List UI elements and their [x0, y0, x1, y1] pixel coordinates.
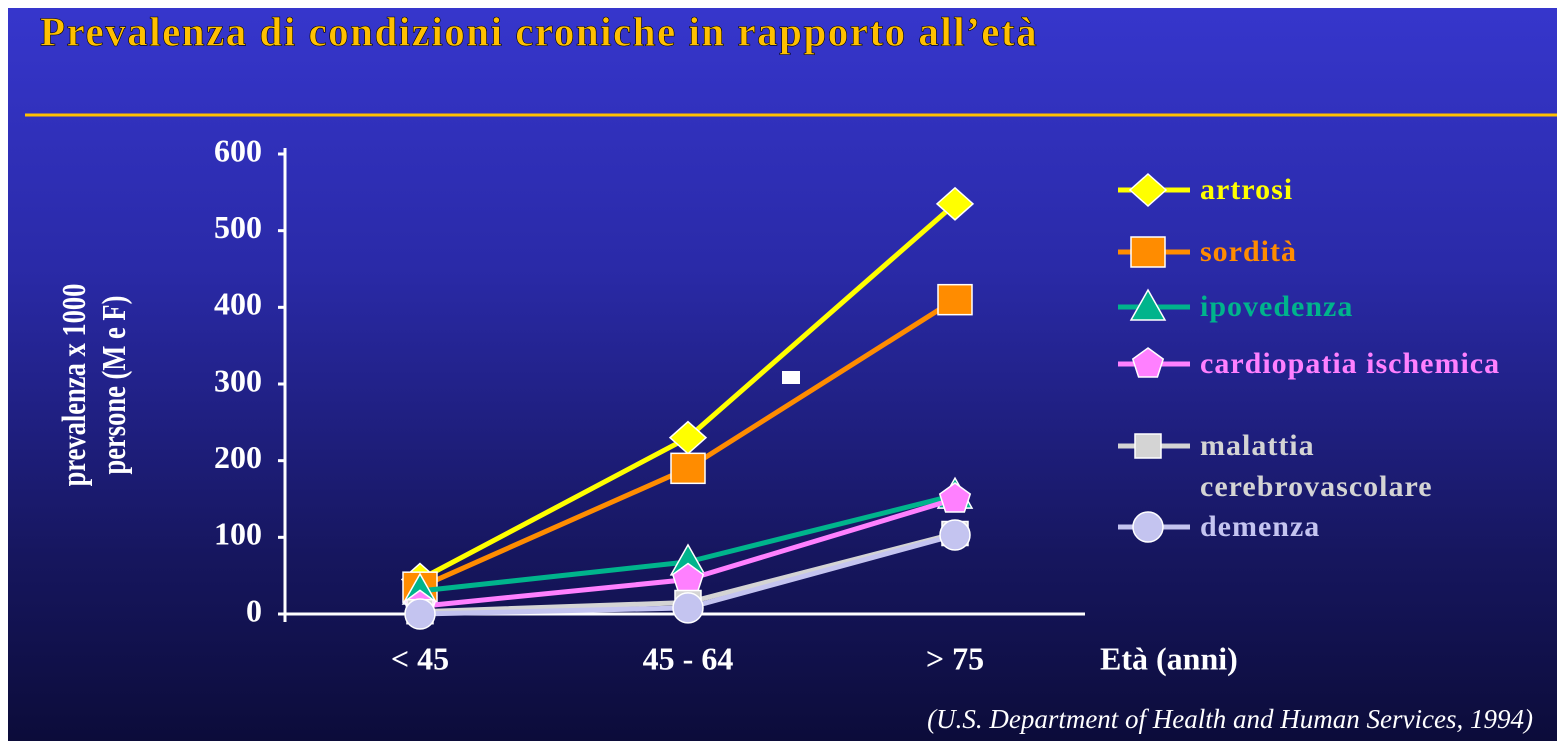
x-tick-label: 45 - 64 [643, 640, 734, 676]
x-tick-label: > 75 [926, 640, 984, 676]
legend-label: cardiopatia ischemica [1200, 347, 1501, 380]
x-tick-label: < 45 [391, 640, 449, 676]
y-tick-label: 500 [214, 209, 262, 245]
marker [1130, 236, 1166, 268]
legend-label: artrosi [1200, 173, 1294, 206]
marker [1129, 288, 1167, 321]
legend-label: sordità [1200, 235, 1297, 268]
marker [672, 592, 704, 624]
y-tick-label: 600 [214, 132, 262, 168]
chart-title: Prevalenza di condizioni croniche in rap… [40, 8, 1038, 54]
y-tick-label: 400 [214, 286, 262, 322]
marker [1131, 347, 1165, 378]
legend-label: ipovedenza [1200, 290, 1354, 323]
y-axis-label: prevalenza x 1000 persone (M e F) [56, 283, 133, 487]
y-tick-label: 200 [214, 439, 262, 475]
marker [939, 519, 971, 551]
marker [1128, 172, 1168, 208]
marker [1134, 433, 1162, 459]
marker [937, 283, 973, 316]
legend-label: malattia cerebrovascolare [1200, 429, 1433, 503]
source-note: (U.S. Department of Health and Human Ser… [927, 704, 1533, 734]
y-tick-label: 300 [214, 362, 262, 398]
x-axis-label: Età (anni) [1100, 640, 1238, 676]
legend-label: demenza [1200, 510, 1321, 543]
marker [404, 598, 436, 630]
marker [935, 186, 975, 221]
y-tick-label: 0 [246, 592, 262, 628]
decoration [782, 371, 800, 384]
marker [938, 482, 972, 513]
y-tick-label: 100 [214, 516, 262, 552]
marker [670, 452, 706, 485]
marker [1132, 511, 1164, 543]
